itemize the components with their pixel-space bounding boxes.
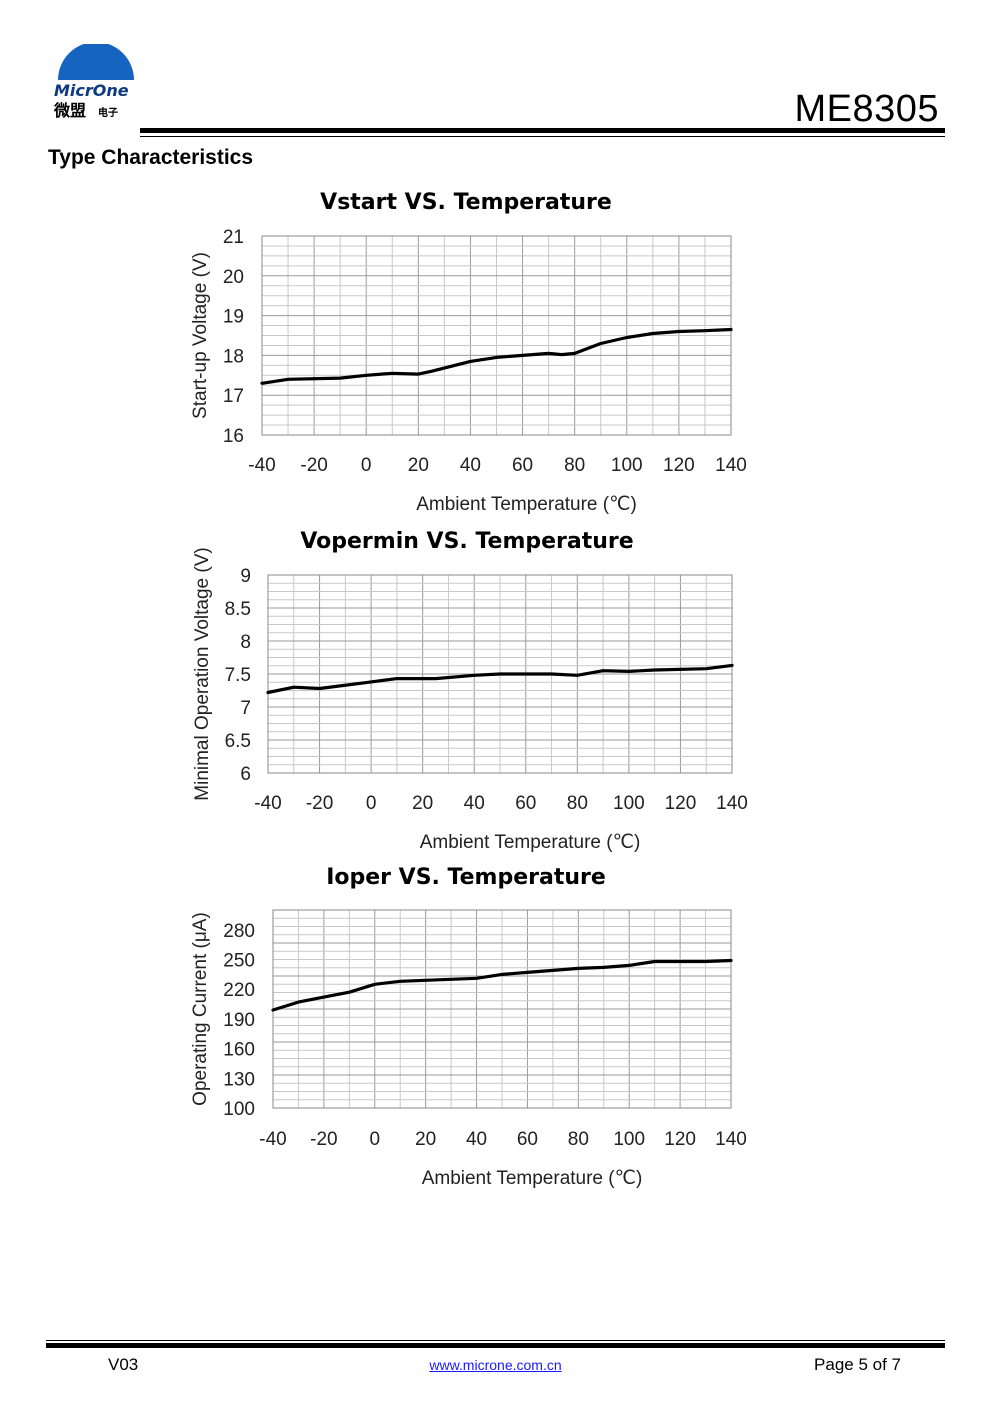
x-tick-label: -40 <box>259 1129 286 1150</box>
x-tick-label: 140 <box>715 455 747 476</box>
y-tick-label: 130 <box>223 1069 255 1090</box>
header-rule-thick <box>140 128 945 133</box>
logo-text: MicrOne <box>54 81 129 100</box>
y-tick-label: 160 <box>223 1040 255 1061</box>
x-tick-label: 40 <box>466 1129 487 1150</box>
y-tick-label: 100 <box>223 1099 255 1120</box>
x-tick-label: 140 <box>715 1129 747 1150</box>
series-line <box>271 958 733 1012</box>
x-tick-label: 20 <box>412 793 433 814</box>
y-tick-label: 6.5 <box>225 731 251 752</box>
x-tick-label: 20 <box>408 455 429 476</box>
x-tick-label: 120 <box>665 793 697 814</box>
y-tick-label: 250 <box>223 951 255 972</box>
x-tick-label: 60 <box>515 793 536 814</box>
x-tick-label: -40 <box>254 793 281 814</box>
microne-logo: MicrOne 微盟 电子 <box>50 42 140 120</box>
plot-frame <box>261 235 732 436</box>
y-tick-label: 20 <box>223 267 244 288</box>
section-title: Type Characteristics <box>48 146 254 169</box>
y-tick-label: 17 <box>223 386 244 407</box>
x-tick-label: 100 <box>613 793 645 814</box>
x-tick-label: 60 <box>512 455 533 476</box>
x-tick-label: -20 <box>306 793 333 814</box>
x-tick-label: 40 <box>460 455 481 476</box>
x-axis-label: Ambient Temperature (℃) <box>420 832 641 853</box>
x-tick-label: 0 <box>369 1129 380 1150</box>
chart-title: Ioper VS. Temperature <box>326 865 606 890</box>
y-tick-label: 280 <box>223 921 255 942</box>
y-axis-label: Operating Current (μA) <box>190 912 211 1106</box>
y-tick-label: 6 <box>240 764 251 785</box>
y-tick-label: 19 <box>223 307 244 328</box>
y-tick-label: 21 <box>223 227 244 248</box>
x-tick-label: -40 <box>248 455 275 476</box>
x-tick-label: -20 <box>310 1129 337 1150</box>
series-line <box>260 327 733 385</box>
y-tick-label: 8.5 <box>225 599 251 620</box>
chart-title: Vopermin VS. Temperature <box>300 529 633 554</box>
x-tick-label: 140 <box>716 793 748 814</box>
footer-rule-thin <box>46 1340 945 1341</box>
x-tick-label: 100 <box>611 455 643 476</box>
x-tick-label: -20 <box>300 455 327 476</box>
x-tick-label: 120 <box>663 455 695 476</box>
footer-url-wrap: www.microne.com.cn <box>0 1357 991 1373</box>
y-tick-label: 18 <box>223 346 244 367</box>
x-tick-label: 80 <box>567 793 588 814</box>
x-tick-label: 120 <box>664 1129 696 1150</box>
y-axis-label: Start-up Voltage (V) <box>190 252 211 419</box>
y-tick-label: 7 <box>240 698 251 719</box>
x-tick-label: 0 <box>361 455 372 476</box>
y-tick-label: 16 <box>223 426 244 447</box>
plot-frame <box>267 574 733 774</box>
x-axis-label: Ambient Temperature (℃) <box>416 494 637 515</box>
x-tick-label: 80 <box>568 1129 589 1150</box>
part-number: ME8305 <box>794 88 939 130</box>
x-tick-label: 100 <box>613 1129 645 1150</box>
x-tick-label: 40 <box>464 793 485 814</box>
x-axis-label: Ambient Temperature (℃) <box>422 1168 643 1189</box>
y-tick-label: 7.5 <box>225 665 251 686</box>
y-tick-label: 220 <box>223 980 255 1001</box>
logo-dome-icon <box>58 42 134 80</box>
footer-page-number: Page 5 of 7 <box>814 1355 901 1374</box>
x-tick-label: 20 <box>415 1129 436 1150</box>
x-tick-label: 80 <box>564 455 585 476</box>
y-tick-label: 8 <box>240 632 251 653</box>
chart-title: Vstart VS. Temperature <box>320 190 612 215</box>
x-tick-label: 0 <box>366 793 377 814</box>
footer-version: V03 <box>108 1355 139 1374</box>
series-line <box>266 663 734 695</box>
x-tick-label: 60 <box>517 1129 538 1150</box>
header-rule-thin <box>140 136 945 137</box>
logo-cn-text: 微盟 <box>53 101 86 120</box>
y-tick-label: 190 <box>223 1010 255 1031</box>
footer-url-link[interactable]: www.microne.com.cn <box>429 1357 562 1373</box>
footer-rule-thick <box>46 1343 945 1348</box>
y-tick-label: 9 <box>240 566 251 587</box>
logo-cn-small-text: 电子 <box>98 106 118 119</box>
y-axis-label: Minimal Operation Voltage (V) <box>192 547 213 800</box>
